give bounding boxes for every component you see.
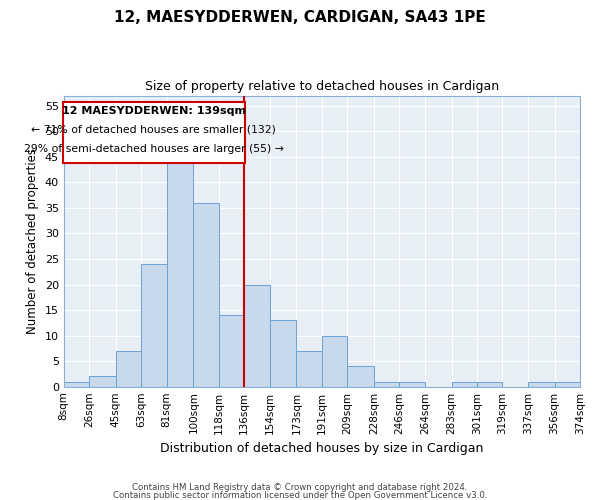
Bar (477, 382, 502, 386)
Bar (374, 382, 400, 386)
Bar (400, 382, 425, 386)
Bar (528, 382, 554, 386)
Bar (347, 366, 374, 386)
Bar (244, 284, 269, 386)
Bar (89, 376, 116, 386)
Title: Size of property relative to detached houses in Cardigan: Size of property relative to detached ho… (145, 80, 499, 93)
Bar (452, 382, 477, 386)
Text: 29% of semi-detached houses are larger (55) →: 29% of semi-detached houses are larger (… (24, 144, 284, 154)
Y-axis label: Number of detached properties: Number of detached properties (26, 148, 39, 334)
Bar (269, 320, 296, 386)
Bar (296, 351, 322, 386)
FancyBboxPatch shape (63, 102, 245, 164)
Bar (322, 336, 347, 386)
Text: 12, MAESYDDERWEN, CARDIGAN, SA43 1PE: 12, MAESYDDERWEN, CARDIGAN, SA43 1PE (114, 10, 486, 25)
Bar (554, 382, 580, 386)
Text: Contains public sector information licensed under the Open Government Licence v3: Contains public sector information licen… (113, 491, 487, 500)
Bar (141, 264, 167, 386)
Text: 12 MAESYDDERWEN: 139sqm: 12 MAESYDDERWEN: 139sqm (62, 106, 246, 116)
Bar (219, 315, 244, 386)
Bar (193, 203, 219, 386)
Text: Contains HM Land Registry data © Crown copyright and database right 2024.: Contains HM Land Registry data © Crown c… (132, 484, 468, 492)
Bar (64, 382, 89, 386)
X-axis label: Distribution of detached houses by size in Cardigan: Distribution of detached houses by size … (160, 442, 484, 455)
Text: ← 71% of detached houses are smaller (132): ← 71% of detached houses are smaller (13… (31, 124, 277, 134)
Bar (167, 152, 193, 386)
Bar (116, 351, 141, 386)
